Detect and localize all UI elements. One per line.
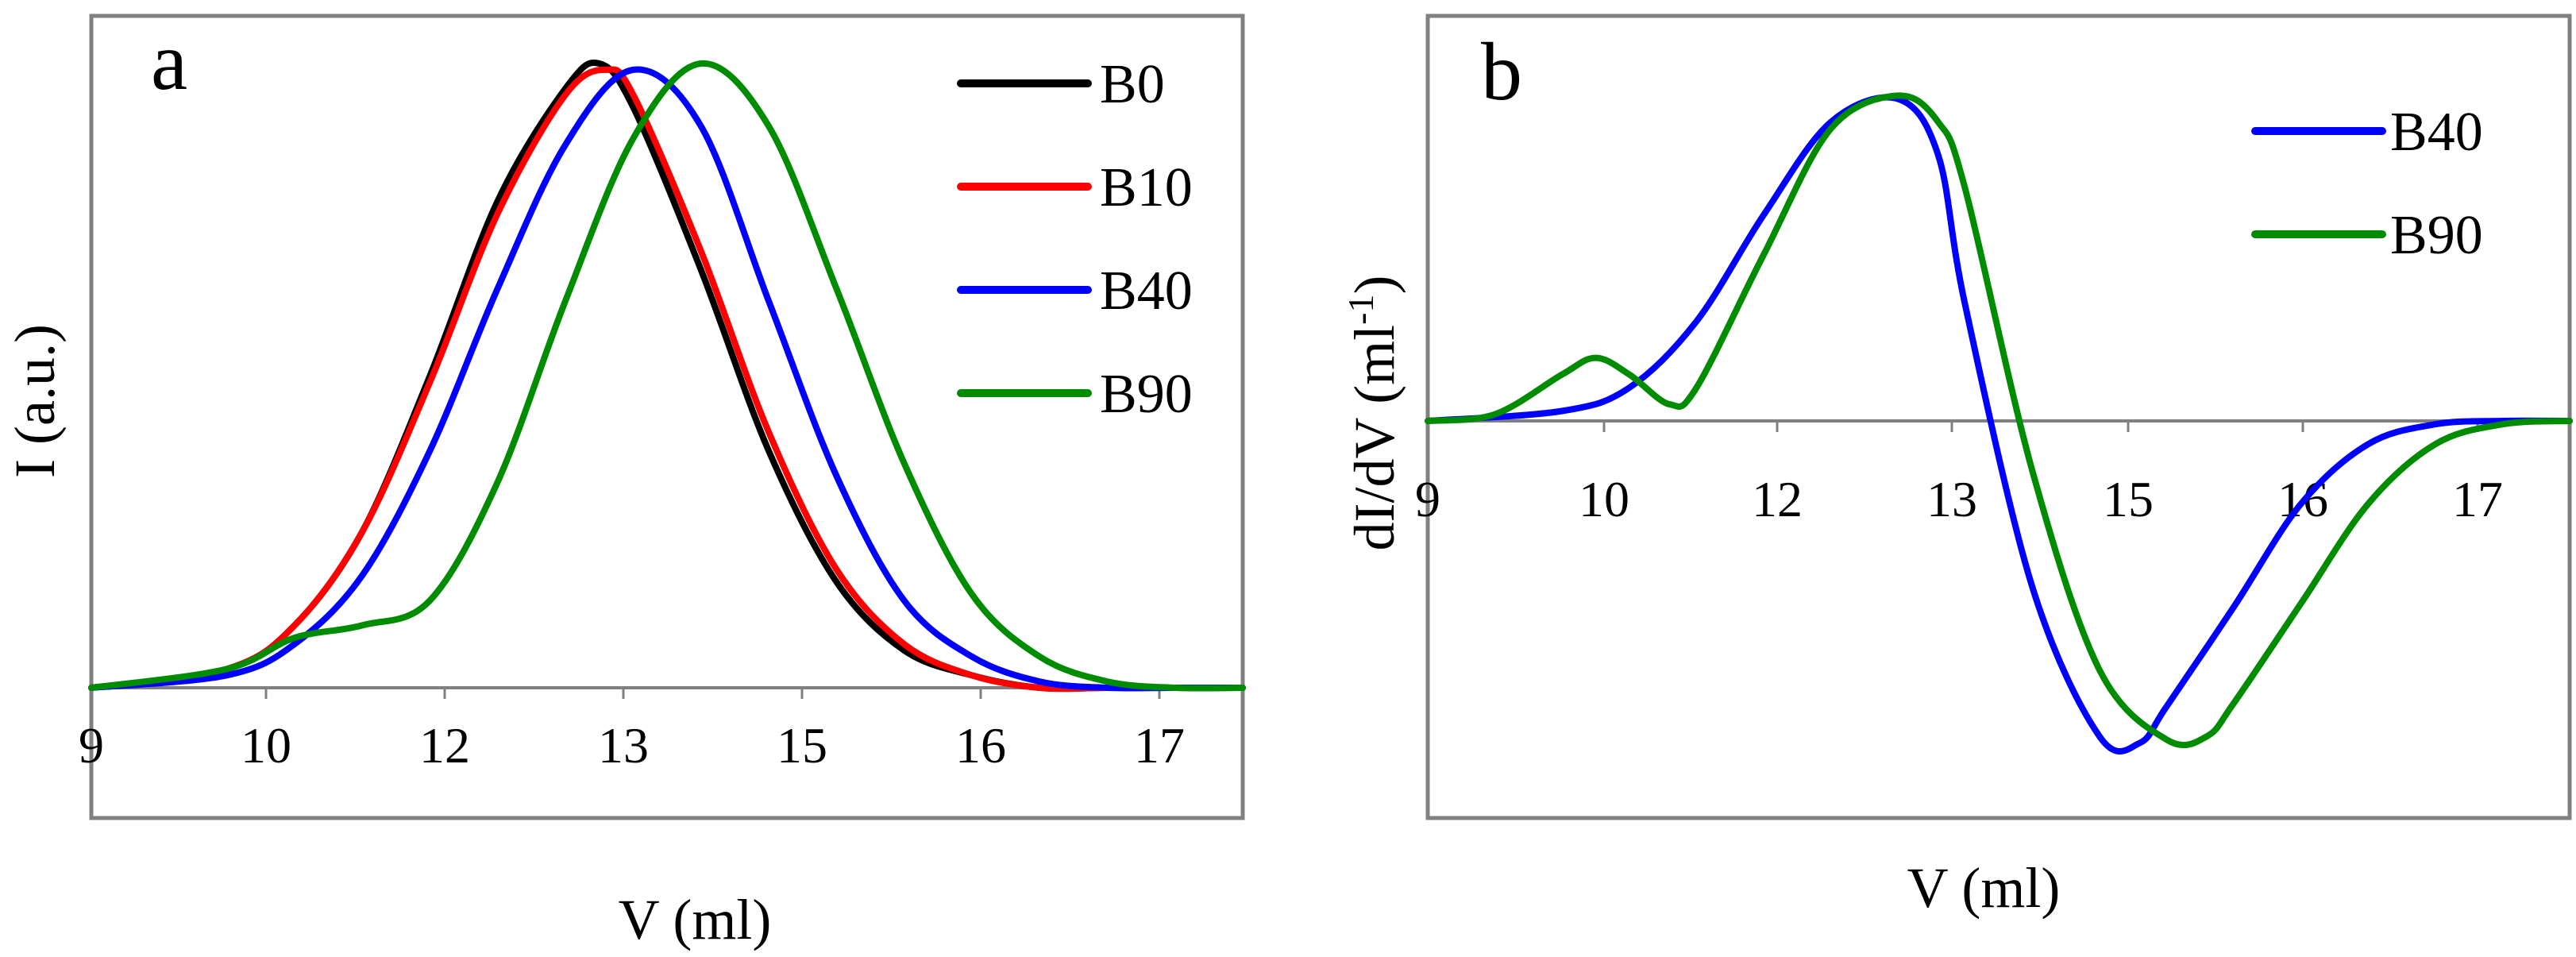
legend-label-a-b10: B10 [1100, 157, 1193, 218]
x-tick-label-a-9: 9 [79, 717, 104, 774]
chart-panel-b: 9 10 12 13 15 16 17 b V (ml) dI/dV (ml-1) B40B… [1340, 14, 2573, 920]
panel-label-b: b [1481, 26, 1522, 118]
series-line-b-b40 [1425, 94, 2573, 755]
series-line-a-b10 [88, 66, 1246, 693]
x-tick-label-a-17: 17 [1134, 717, 1185, 774]
panel-label-a: a [151, 16, 187, 107]
legend-b: B40 B90 [2251, 102, 2483, 266]
y-axis-title-a: I (a.u.) [3, 324, 67, 478]
x-axis-title-b: V (ml) [1907, 856, 2061, 920]
y-axis-title-b-sup: -1 [1340, 294, 1381, 324]
x-axis-title-a: V (ml) [619, 888, 772, 951]
y-axis-title-b-suffix: ) [1343, 276, 1406, 295]
series-a [88, 60, 1246, 693]
x-tick-label-a-13: 13 [598, 717, 649, 774]
x-ticks-b: 9 10 12 13 15 16 17 [1415, 421, 2503, 527]
x-tick-label-a-10: 10 [241, 717, 291, 774]
x-ticks-a: 9 10 12 13 15 16 17 [79, 688, 1185, 774]
x-tick-label-b-10: 10 [1579, 471, 1629, 527]
series-line-a-b0 [88, 60, 1246, 693]
x-tick-label-a-12: 12 [419, 717, 470, 774]
series-line-a-b90 [88, 60, 1246, 692]
legend-a: B0 B10 B40 B90 [957, 54, 1193, 425]
legend-label-a-b40: B40 [1100, 260, 1193, 322]
chart-panel-a: 9 10 12 13 15 16 17 a V (ml) I (a.u.) B0 B10 B40… [3, 14, 1246, 951]
plot-frame-a [89, 14, 1245, 820]
series-line-a-b40 [88, 66, 1246, 692]
x-tick-label-b-9: 9 [1415, 471, 1440, 527]
y-axis-title-b-main: dI/dV (ml [1343, 325, 1406, 551]
legend-label-a-b0: B0 [1100, 54, 1165, 115]
plot-frame-b [1425, 14, 2572, 820]
x-tick-label-a-15: 15 [777, 717, 827, 774]
legend-label-a-b90: B90 [1100, 364, 1193, 425]
x-tick-label-b-12: 12 [1752, 471, 1803, 527]
legend-label-b-b90: B90 [2390, 205, 2483, 266]
series-b [1425, 92, 2573, 755]
x-tick-label-b-17: 17 [2452, 471, 2503, 527]
y-axis-title-b: dI/dV (ml-1) [1340, 276, 1406, 551]
series-line-b-b90 [1425, 92, 2573, 749]
x-tick-label-a-16: 16 [955, 717, 1006, 774]
legend-label-b-b40: B40 [2390, 102, 2483, 163]
x-tick-label-b-15: 15 [2103, 471, 2154, 527]
x-tick-label-b-13: 13 [1926, 471, 1977, 527]
